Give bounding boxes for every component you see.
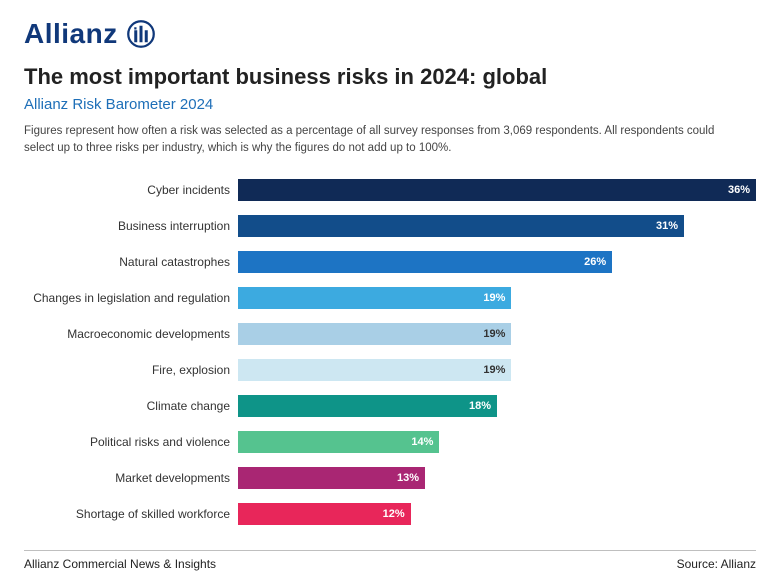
bar-value: 31% xyxy=(656,220,678,232)
bar-track: 14% xyxy=(238,431,756,453)
bar: 19% xyxy=(238,287,511,309)
bar-value: 19% xyxy=(483,292,505,304)
chart-row: Climate change 18% xyxy=(24,392,756,420)
allianz-logo-icon xyxy=(126,19,156,49)
bar-track: 19% xyxy=(238,359,756,381)
bar: 18% xyxy=(238,395,497,417)
bar-value: 19% xyxy=(483,364,505,376)
bar-track: 18% xyxy=(238,395,756,417)
footer-left: Allianz Commercial News & Insights xyxy=(24,557,216,571)
chart-row: Shortage of skilled workforce 12% xyxy=(24,500,756,528)
bar: 13% xyxy=(238,467,425,489)
bar-track: 36% xyxy=(238,179,756,201)
bar-track: 26% xyxy=(238,251,756,273)
chart-row: Cyber incidents 36% xyxy=(24,176,756,204)
chart-row-label: Fire, explosion xyxy=(24,363,238,377)
bar-value: 26% xyxy=(584,256,606,268)
bar-value: 18% xyxy=(469,400,491,412)
risk-bar-chart: Cyber incidents 36% Business interruption 3… xyxy=(24,176,756,528)
bar: 14% xyxy=(238,431,439,453)
chart-row: Political risks and violence 14% xyxy=(24,428,756,456)
bar-track: 19% xyxy=(238,287,756,309)
bar: 36% xyxy=(238,179,756,201)
subtitle: Allianz Risk Barometer 2024 xyxy=(24,96,756,113)
chart-row-label: Changes in legislation and regulation xyxy=(24,291,238,305)
bar-track: 12% xyxy=(238,503,756,525)
logo: Allianz xyxy=(24,18,756,50)
chart-row-label: Climate change xyxy=(24,399,238,413)
bar-value: 13% xyxy=(397,472,419,484)
chart-row-label: Macroeconomic developments xyxy=(24,327,238,341)
chart-row: Business interruption 31% xyxy=(24,212,756,240)
chart-row-label: Shortage of skilled workforce xyxy=(24,507,238,521)
chart-row-label: Market developments xyxy=(24,471,238,485)
bar: 31% xyxy=(238,215,684,237)
chart-row: Macroeconomic developments 19% xyxy=(24,320,756,348)
bar-value: 36% xyxy=(728,184,750,196)
bar-track: 31% xyxy=(238,215,756,237)
description: Figures represent how often a risk was s… xyxy=(24,123,744,156)
bar-track: 13% xyxy=(238,467,756,489)
bar-value: 12% xyxy=(383,508,405,520)
footer-right: Source: Allianz xyxy=(677,557,756,571)
chart-row: Market developments 13% xyxy=(24,464,756,492)
bar: 26% xyxy=(238,251,612,273)
chart-row-label: Political risks and violence xyxy=(24,435,238,449)
chart-row: Fire, explosion 19% xyxy=(24,356,756,384)
footer: Allianz Commercial News & Insights Sourc… xyxy=(24,550,756,571)
bar: 12% xyxy=(238,503,411,525)
bar: 19% xyxy=(238,323,511,345)
chart-row-label: Natural catastrophes xyxy=(24,255,238,269)
logo-text: Allianz xyxy=(24,18,118,50)
chart-row: Natural catastrophes 26% xyxy=(24,248,756,276)
page-title: The most important business risks in 202… xyxy=(24,64,756,90)
chart-row: Changes in legislation and regulation 19% xyxy=(24,284,756,312)
bar-value: 14% xyxy=(411,436,433,448)
bar-track: 19% xyxy=(238,323,756,345)
chart-row-label: Business interruption xyxy=(24,219,238,233)
bar-value: 19% xyxy=(483,328,505,340)
bar: 19% xyxy=(238,359,511,381)
chart-row-label: Cyber incidents xyxy=(24,183,238,197)
